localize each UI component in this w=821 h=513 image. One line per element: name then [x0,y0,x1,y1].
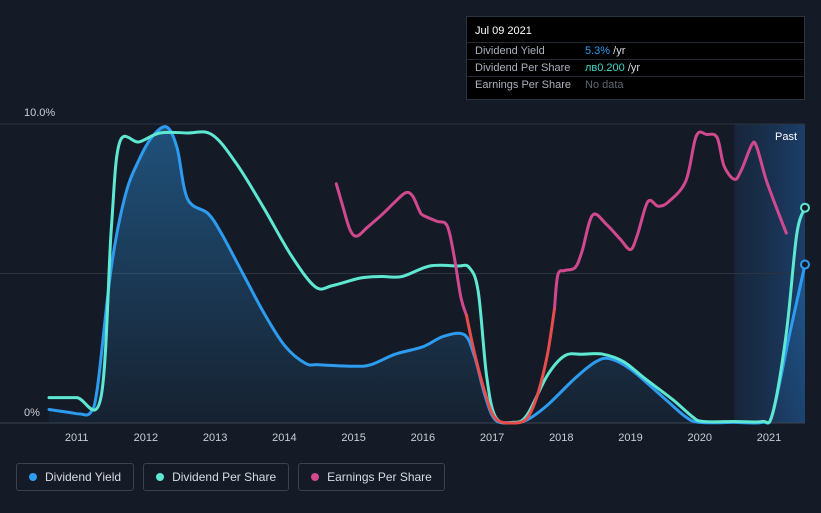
tooltip-value: No data [585,79,624,91]
earnings-per-share-line [552,130,788,311]
chart-legend: Dividend Yield Dividend Per Share Earnin… [16,463,445,491]
tooltip-row-earnings-per-share: Earnings Per Share No data [467,76,804,94]
tooltip-value-number: лв0.200 [585,62,625,74]
dividend-per-share-line [47,130,807,425]
x-tick-label: 2013 [203,432,227,444]
legend-item-dividend-per-share[interactable]: Dividend Per Share [143,463,290,491]
tooltip-label: Dividend Yield [475,45,545,57]
legend-dot-icon [156,473,165,481]
tooltip-value: лв0.200 /yr [585,62,640,74]
earnings-per-share-negative-line [465,307,556,425]
y-tick-label: 0% [24,407,40,419]
tooltip-value-unit: /yr [610,45,626,57]
tooltip-panel: Jul 09 2021 Dividend Yield 5.3% /yr Divi… [466,16,805,100]
tooltip-date: Jul 09 2021 [475,25,532,37]
x-tick-label: 2014 [272,432,296,444]
legend-dot-icon [311,473,320,481]
tooltip-row-dividend-yield: Dividend Yield 5.3% /yr [467,42,804,60]
earnings-per-share-line [334,182,468,317]
legend-label: Dividend Yield [45,470,122,484]
x-tick-label: 2018 [549,432,573,444]
x-tick-label: 2017 [480,432,504,444]
dividend-yield-area [49,126,805,424]
x-tick-label: 2016 [411,432,435,444]
x-tick-label: 2011 [65,432,89,444]
x-tick-label: 2012 [134,432,158,444]
legend-item-earnings-per-share[interactable]: Earnings Per Share [298,463,445,491]
past-label: Past [775,131,797,143]
legend-label: Dividend Per Share [172,470,277,484]
y-tick-label: 10.0% [24,107,55,119]
tooltip-row-dividend-per-share: Dividend Per Share лв0.200 /yr [467,59,804,77]
x-tick-label: 2015 [341,432,365,444]
tooltip-value-number: 5.3% [585,45,611,57]
tooltip-label: Earnings Per Share [475,79,571,91]
x-tick-label: 2021 [757,432,781,444]
dividend-per-share-endpoint [800,202,810,213]
x-tick-label: 2020 [688,432,712,444]
tooltip-value: 5.3% /yr [585,45,625,57]
legend-item-dividend-yield[interactable]: Dividend Yield [16,463,135,491]
tooltip-value-unit: /yr [624,62,641,74]
tooltip-value-number: No data [585,79,624,91]
legend-dot-icon [29,473,37,481]
dividend-yield-endpoint [800,259,810,270]
tooltip-label: Dividend Per Share [475,62,571,74]
dividend-yield-line [47,125,807,425]
x-tick-label: 2019 [618,432,642,444]
legend-label: Earnings Per Share [327,470,432,484]
